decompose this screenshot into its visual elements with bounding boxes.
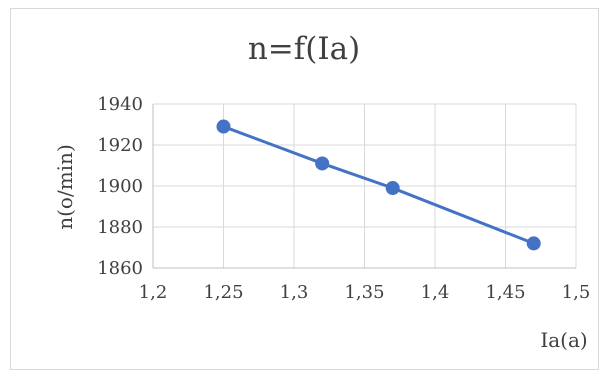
- x-tick-label: 1,2: [139, 282, 168, 303]
- data-point: [526, 236, 541, 251]
- data-point: [385, 181, 400, 196]
- x-tick-label: 1,3: [280, 282, 309, 303]
- chart-area: [10, 8, 599, 370]
- axis-layer: [152, 104, 576, 269]
- x-axis-label: Ia(a): [540, 328, 587, 352]
- y-tick-label: 1900: [97, 176, 143, 197]
- series-line: [222, 125, 535, 245]
- x-tick-label: 1,5: [562, 282, 591, 303]
- y-tick-label: 1940: [97, 94, 143, 115]
- data-point: [216, 119, 231, 134]
- y-tick-label: 1860: [97, 258, 143, 279]
- y-tick-label: 1880: [97, 217, 143, 238]
- x-tick-label: 1,45: [485, 282, 525, 303]
- y-axis-label: n(o/min): [53, 144, 77, 230]
- y-tick-label: 1920: [97, 135, 143, 156]
- x-tick-label: 1,25: [203, 282, 243, 303]
- tick-layer: 1,2 1,25 1,3 1,35 1,4 1,45 1,5 1860 1880 1900 1920…: [97, 94, 590, 303]
- series-layer: [216, 119, 541, 251]
- grid-layer: [153, 103, 577, 268]
- x-tick-label: 1,4: [421, 282, 450, 303]
- data-point: [315, 156, 330, 171]
- chart-title: n=f(Ia): [248, 31, 360, 67]
- x-tick-label: 1,35: [344, 282, 384, 303]
